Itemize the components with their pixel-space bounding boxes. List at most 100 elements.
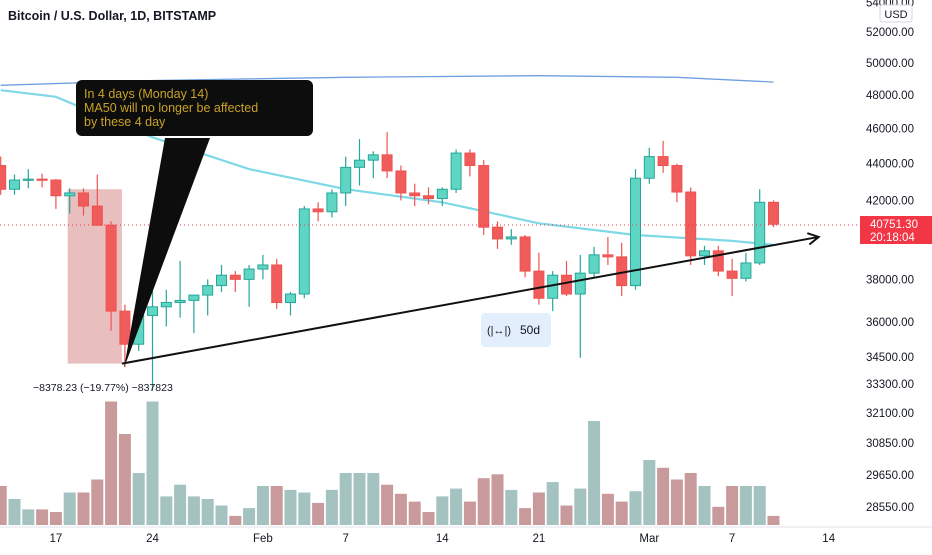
candle: [188, 294, 200, 334]
volume-bar: [767, 515, 780, 525]
time-axis[interactable]: 17 24 Feb 7 14 21 Mar 7 14: [0, 526, 932, 550]
volume-bar: [698, 486, 711, 525]
volume-bar: [436, 496, 449, 525]
volume-bar: [684, 473, 697, 525]
candle: [768, 200, 779, 228]
volume-bar: [270, 486, 283, 525]
candle-body: [257, 264, 269, 270]
volume-bar: [325, 489, 338, 525]
volume-bar: [367, 473, 380, 525]
volume-bar: [477, 478, 490, 525]
volume-bar: [174, 484, 187, 525]
price-tick-label: 46000.00: [866, 124, 914, 136]
volume-bar: [588, 421, 601, 525]
candle: [64, 188, 76, 214]
candle-body: [519, 236, 531, 272]
chart-title: Bitcoin / U.S. Dollar, 1D, BITSTAMP: [8, 9, 216, 23]
candle: [229, 271, 241, 292]
candle-body: [326, 192, 338, 213]
callout-box: [76, 80, 313, 136]
candle: [9, 174, 20, 195]
candle-body: [285, 293, 296, 304]
candle-body: [271, 264, 283, 304]
callout-line-1: In 4 days (Monday 14): [84, 87, 208, 101]
candle: [216, 264, 227, 292]
candle: [91, 174, 103, 226]
date-range-badge[interactable]: (|↔|) 50d: [481, 313, 551, 347]
price-axis-labels: 54000.0052000.0050000.0048000.0046000.00…: [866, 0, 914, 514]
bar-countdown: 20:18:04: [870, 232, 915, 244]
candle-body: [312, 208, 324, 213]
candle: [174, 260, 186, 318]
candle-body: [298, 208, 310, 295]
trendline-layer[interactable]: [121, 232, 821, 365]
volume-bar: [36, 509, 49, 525]
candle: [50, 179, 62, 209]
candle-body: [395, 170, 407, 194]
candle: [0, 156, 7, 195]
volume-bar: [629, 491, 642, 525]
volume-bar: [615, 501, 628, 525]
candle-body: [22, 178, 34, 181]
currency-badge[interactable]: [879, 4, 913, 23]
price-tick-label: 44000.00: [866, 159, 914, 171]
trendline[interactable]: [121, 235, 819, 365]
last-price-tag: [860, 216, 932, 244]
volume-bar: [49, 512, 62, 525]
candle: [160, 289, 172, 327]
range-arrows-icon: (|↔|): [487, 325, 511, 337]
price-tick-label: 48000.00: [866, 90, 914, 102]
candle-body: [340, 166, 352, 194]
volume-bar: [160, 496, 173, 525]
candle: [271, 258, 283, 309]
candle-body: [354, 159, 365, 168]
volume-bar: [670, 479, 683, 525]
candle: [699, 245, 710, 265]
volume-bar: [146, 401, 159, 525]
volume-bar: [312, 502, 325, 525]
candle-body: [409, 192, 421, 197]
candle: [671, 163, 683, 203]
volume-bar: [8, 499, 21, 525]
volume-bar: [422, 512, 435, 525]
volume-bar: [601, 493, 614, 525]
candle: [381, 132, 393, 179]
candle: [450, 149, 462, 193]
candle: [478, 160, 490, 235]
price-tick-label: 38000.00: [866, 274, 914, 286]
volume-bar: [0, 486, 7, 525]
volume-bar: [408, 501, 421, 525]
candle: [685, 187, 697, 265]
annotation-callout[interactable]: In 4 days (Monday 14) MA50 will no longe…: [76, 80, 313, 368]
candle-body: [643, 156, 655, 179]
candle-body: [588, 254, 600, 274]
candle-body: [64, 192, 76, 197]
candle-body: [202, 285, 214, 296]
price-axis[interactable]: 54000.0052000.0050000.0048000.0046000.00…: [860, 0, 932, 527]
candle: [740, 252, 752, 282]
candle: [519, 234, 531, 278]
price-axis-bg: [860, 0, 932, 527]
volume-bar: [505, 489, 518, 525]
candle: [257, 254, 269, 280]
callout-line-3: by these 4 day: [84, 115, 166, 129]
candle-body: [561, 274, 572, 295]
time-tick-label: 17: [50, 533, 63, 545]
candle: [340, 156, 352, 207]
candle-body: [119, 310, 131, 345]
price-tick-label: 36000.00: [866, 317, 914, 329]
candle: [354, 139, 365, 186]
candle: [464, 149, 476, 177]
candle-body: [754, 201, 766, 264]
candle-body: [36, 178, 48, 181]
volume-bar: [215, 505, 228, 525]
candle-body: [9, 179, 20, 190]
candle: [726, 258, 738, 297]
candle: [657, 140, 669, 173]
candle: [574, 254, 586, 358]
candle-body: [160, 302, 172, 308]
candle-body: [740, 262, 752, 279]
candle: [754, 189, 766, 265]
